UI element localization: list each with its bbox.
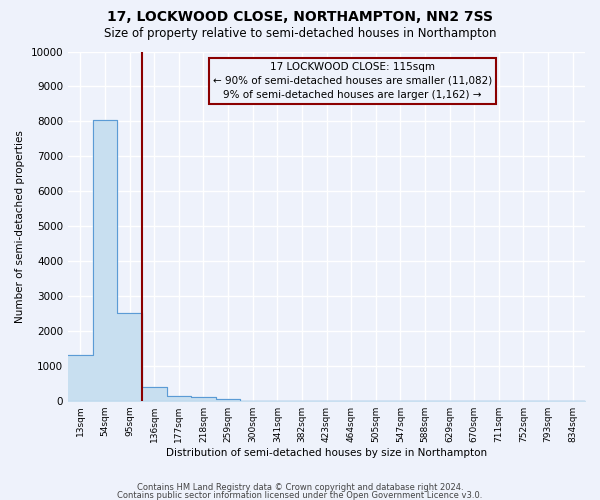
Text: Contains public sector information licensed under the Open Government Licence v3: Contains public sector information licen… bbox=[118, 490, 482, 500]
Y-axis label: Number of semi-detached properties: Number of semi-detached properties bbox=[15, 130, 25, 322]
Text: Contains HM Land Registry data © Crown copyright and database right 2024.: Contains HM Land Registry data © Crown c… bbox=[137, 484, 463, 492]
Text: 17, LOCKWOOD CLOSE, NORTHAMPTON, NN2 7SS: 17, LOCKWOOD CLOSE, NORTHAMPTON, NN2 7SS bbox=[107, 10, 493, 24]
Text: Size of property relative to semi-detached houses in Northampton: Size of property relative to semi-detach… bbox=[104, 28, 496, 40]
X-axis label: Distribution of semi-detached houses by size in Northampton: Distribution of semi-detached houses by … bbox=[166, 448, 487, 458]
Text: 17 LOCKWOOD CLOSE: 115sqm
← 90% of semi-detached houses are smaller (11,082)
9% : 17 LOCKWOOD CLOSE: 115sqm ← 90% of semi-… bbox=[213, 62, 492, 100]
